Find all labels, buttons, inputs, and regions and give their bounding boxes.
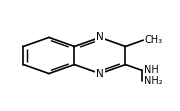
Text: NH: NH — [143, 65, 158, 75]
Text: CH₃: CH₃ — [145, 35, 163, 45]
Text: NH₂: NH₂ — [143, 76, 162, 86]
Text: N: N — [96, 69, 104, 79]
Text: N: N — [96, 32, 104, 42]
